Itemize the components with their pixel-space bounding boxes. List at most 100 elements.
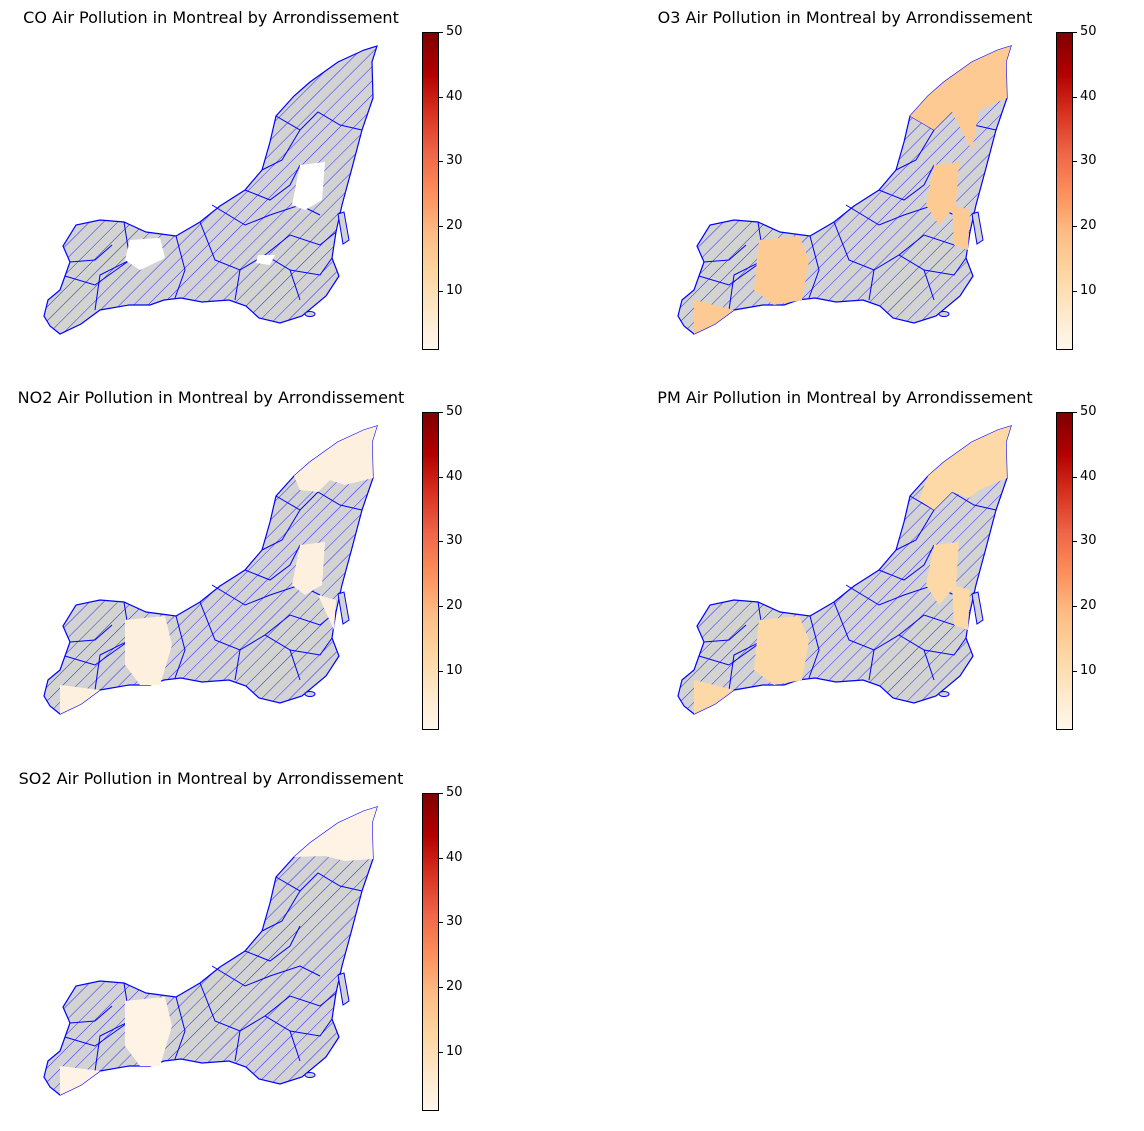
district-with-data <box>292 542 325 595</box>
district-boundary <box>289 1018 333 1037</box>
colorbar-tick <box>1072 96 1077 98</box>
colorbar-tick-label: 10 <box>1080 282 1097 298</box>
district-with-data <box>125 997 172 1066</box>
district-boundary <box>244 544 301 581</box>
ile-island <box>337 211 350 245</box>
colorbar <box>1056 32 1073 350</box>
colorbar-tick <box>438 793 443 794</box>
colorbar-tick-label: 40 <box>1080 468 1097 484</box>
district-with-data <box>926 542 959 605</box>
colorbar-tick <box>1072 670 1077 672</box>
map-so2 <box>43 806 378 1096</box>
colorbar-tick <box>438 922 443 924</box>
colorbar-tick <box>438 606 443 608</box>
district-boundary <box>199 221 301 301</box>
colorbar-tick <box>1072 476 1077 478</box>
colorbar-tick-label: 20 <box>446 218 463 234</box>
district-boundary <box>878 544 935 581</box>
district-with-data <box>694 680 734 714</box>
colorbar-tick-label: 50 <box>1080 404 1097 419</box>
district-boundary <box>244 925 301 962</box>
district-boundary <box>199 601 301 681</box>
panel-pm: PM Air Pollution in Montreal by Arrondis… <box>634 380 1097 750</box>
district-boundary <box>94 221 131 311</box>
district-with-data <box>694 300 734 334</box>
colorbar-tick-label: 10 <box>446 662 463 678</box>
colorbar-tick-label: 20 <box>446 598 463 614</box>
district-with-data <box>60 685 100 714</box>
colorbar-tick <box>1072 412 1077 413</box>
district-with-data <box>754 616 809 685</box>
colorbar-tick <box>438 670 443 672</box>
district-boundary <box>69 624 113 643</box>
district-boundary <box>923 637 967 656</box>
panel-title: PM Air Pollution in Montreal by Arrondis… <box>657 388 1033 407</box>
district-with-data <box>256 255 275 265</box>
district-boundary <box>244 164 301 201</box>
colorbar-tick-label: 50 <box>446 404 463 419</box>
district-boundary <box>199 982 301 1062</box>
district-boundary <box>261 890 301 932</box>
district-boundary <box>264 611 337 636</box>
district-boundary <box>878 164 935 201</box>
district-boundary <box>808 615 820 679</box>
district-boundary <box>275 872 363 892</box>
colorbar-tick <box>438 476 443 478</box>
district-with-data <box>125 616 172 685</box>
district-boundary <box>69 244 113 263</box>
colorbar-tick-label: 40 <box>1080 88 1097 104</box>
district-boundary <box>264 231 337 256</box>
panel-o3: O3 Air Pollution in Montreal by Arrondis… <box>634 0 1097 370</box>
district-boundary <box>264 992 337 1017</box>
map-o3 <box>677 45 1012 335</box>
district-boundary <box>261 509 301 551</box>
district-with-data <box>294 426 377 492</box>
ile-island <box>337 972 350 1006</box>
colorbar-tick <box>1072 161 1077 163</box>
district-boundary <box>289 257 333 276</box>
district-boundary <box>833 601 935 681</box>
colorbar-tick <box>438 226 443 228</box>
panel-title: CO Air Pollution in Montreal by Arrondis… <box>23 8 399 27</box>
map-co <box>43 45 378 335</box>
colorbar <box>422 793 439 1111</box>
colorbar <box>1056 412 1073 730</box>
colorbar-tick <box>438 857 443 859</box>
district-boundary <box>808 235 820 299</box>
district-boundary <box>289 637 333 656</box>
colorbar-tick-label: 50 <box>446 24 463 39</box>
district-boundary <box>275 111 363 131</box>
colorbar-tick-label: 40 <box>446 468 463 484</box>
district-boundary <box>261 129 301 171</box>
district-boundary <box>234 1030 241 1062</box>
ile-island <box>971 211 984 245</box>
colorbar-tick <box>438 290 443 292</box>
district-with-data <box>926 162 959 225</box>
panel-no2: NO2 Air Pollution in Montreal by Arrondi… <box>0 380 463 750</box>
colorbar-tick <box>1072 32 1077 33</box>
colorbar-tick <box>438 161 443 163</box>
district-with-data <box>125 238 165 270</box>
colorbar-tick-label: 50 <box>1080 24 1097 39</box>
small-island <box>938 311 950 317</box>
ile-island <box>337 591 350 625</box>
small-island <box>304 311 316 317</box>
colorbar-tick-label: 30 <box>1080 533 1097 549</box>
colorbar-tick-label: 20 <box>446 979 463 995</box>
district-boundary <box>895 509 935 551</box>
district-boundary <box>868 649 875 681</box>
district-with-data <box>292 162 325 210</box>
panel-title: O3 Air Pollution in Montreal by Arrondis… <box>657 8 1033 27</box>
colorbar <box>422 412 439 730</box>
colorbar-tick-label: 10 <box>446 282 463 298</box>
colorbar-tick-label: 30 <box>446 153 463 169</box>
district-boundary <box>833 221 935 301</box>
panel-so2: SO2 Air Pollution in Montreal by Arrondi… <box>0 761 463 1131</box>
panel-co: CO Air Pollution in Montreal by Arrondis… <box>0 0 463 370</box>
district-boundary <box>923 257 967 276</box>
district-with-data <box>919 426 1011 510</box>
colorbar-tick <box>1072 290 1077 292</box>
missing-data-districts <box>43 45 378 335</box>
map-no2 <box>43 425 378 715</box>
colorbar-tick-label: 30 <box>446 914 463 930</box>
